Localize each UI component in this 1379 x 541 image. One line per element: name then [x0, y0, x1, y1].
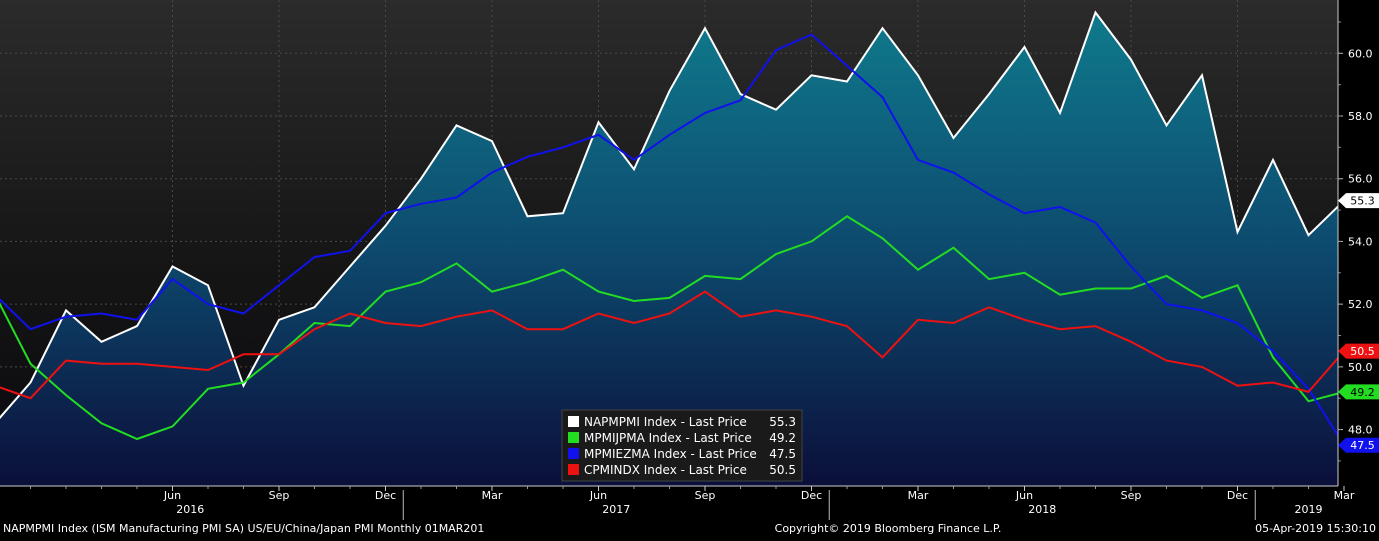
series-area-0 — [0, 12, 1344, 486]
x-tick-label: Mar — [482, 489, 503, 502]
x-tick-label: Sep — [695, 489, 716, 502]
x-tick-label: Sep — [269, 489, 290, 502]
y-tick-label: 54.0 — [1348, 235, 1373, 248]
x-tick-label: Dec — [1227, 489, 1248, 502]
y-tick-label: 50.0 — [1348, 361, 1373, 374]
footer: NAPMPMI Index (ISM Manufacturing PMI SA)… — [3, 522, 1376, 535]
x-axis-band — [0, 486, 1379, 537]
series-line-3 — [0, 290, 1345, 400]
legend-name: MPMIJPMA Index - Last Price — [584, 431, 752, 445]
x-year-label: 2019 — [1295, 503, 1323, 516]
legend-entry-0: NAPMPMI Index - Last Price 55.3 — [568, 415, 796, 429]
last-value-badge — [1338, 437, 1379, 453]
x-tick-label: Mar — [908, 489, 929, 502]
legend-last-value: 55.3 — [769, 415, 796, 429]
series-layer — [0, 10, 1345, 446]
legend-box — [561, 409, 803, 482]
legend-last-value: 49.2 — [769, 431, 796, 445]
legend-name: CPMINDX Index - Last Price — [584, 463, 747, 477]
last-value-text: 50.5 — [1350, 345, 1375, 358]
footer-left: NAPMPMI Index (ISM Manufacturing PMI SA)… — [3, 522, 484, 535]
series-line-2 — [0, 33, 1345, 446]
x-tick-label: Dec — [375, 489, 396, 502]
x-tick-label: Sep — [1121, 489, 1142, 502]
x-year-label: 2018 — [1028, 503, 1056, 516]
legend-name: MPMIEZMA Index - Last Price — [584, 447, 757, 461]
last-value-label-0: 55.3 — [1338, 193, 1379, 209]
series-line-0 — [0, 10, 1345, 420]
legend-swatch — [568, 432, 579, 443]
footer-right: 05-Apr-2019 15:30:10 — [1255, 522, 1376, 535]
last-value-label-2: 47.5 — [1338, 437, 1379, 453]
last-value-label-1: 49.2 — [1338, 384, 1379, 400]
last-value-text: 47.5 — [1350, 439, 1375, 452]
series-line-1 — [0, 215, 1345, 441]
legend-last-value: 50.5 — [769, 463, 796, 477]
area-layer — [0, 12, 1344, 486]
y-tick-label: 52.0 — [1348, 298, 1373, 311]
x-year-label: 2017 — [602, 503, 630, 516]
legend: NAPMPMI Index - Last Price 55.3 MPMIJPMA I… — [561, 409, 803, 482]
legend-swatch — [568, 448, 579, 459]
legend-entry-2: MPMIEZMA Index - Last Price 47.5 — [568, 447, 796, 461]
last-value-badge — [1338, 193, 1379, 209]
last-value-badge — [1338, 384, 1379, 400]
last-value-label-3: 50.5 — [1338, 343, 1379, 359]
x-tick-label: Jun — [589, 489, 607, 502]
last-value-text: 49.2 — [1350, 386, 1375, 399]
last-value-labels: 55.3 49.2 47.5 50.5 — [1338, 193, 1379, 453]
legend-last-value: 47.5 — [769, 447, 796, 461]
footer-center: Copyright© 2019 Bloomberg Finance L.P. — [775, 522, 1002, 535]
y-axis-band — [1338, 0, 1379, 537]
x-tick-label: Dec — [801, 489, 822, 502]
legend-swatch — [568, 464, 579, 475]
x-tick-label: Mar — [1334, 489, 1355, 502]
y-tick-label: 48.0 — [1348, 424, 1373, 437]
last-value-badge — [1338, 343, 1379, 359]
y-tick-label: 60.0 — [1348, 47, 1373, 60]
x-tick-label: Jun — [1015, 489, 1033, 502]
x-year-label: 2016 — [176, 503, 204, 516]
y-tick-label: 58.0 — [1348, 110, 1373, 123]
legend-swatch — [568, 416, 579, 427]
legend-entry-3: CPMINDX Index - Last Price 50.5 — [568, 463, 796, 477]
last-value-text: 55.3 — [1350, 195, 1375, 208]
legend-name: NAPMPMI Index - Last Price — [584, 415, 747, 429]
legend-entry-1: MPMIJPMA Index - Last Price 49.2 — [568, 431, 796, 445]
y-tick-label: 56.0 — [1348, 173, 1373, 186]
x-tick-label: Jun — [163, 489, 181, 502]
axis-layer: 48.0 50.0 52.0 54.0 56.0 58.0 60.0 Jun Sep Dec Mar… — [0, 0, 1373, 520]
